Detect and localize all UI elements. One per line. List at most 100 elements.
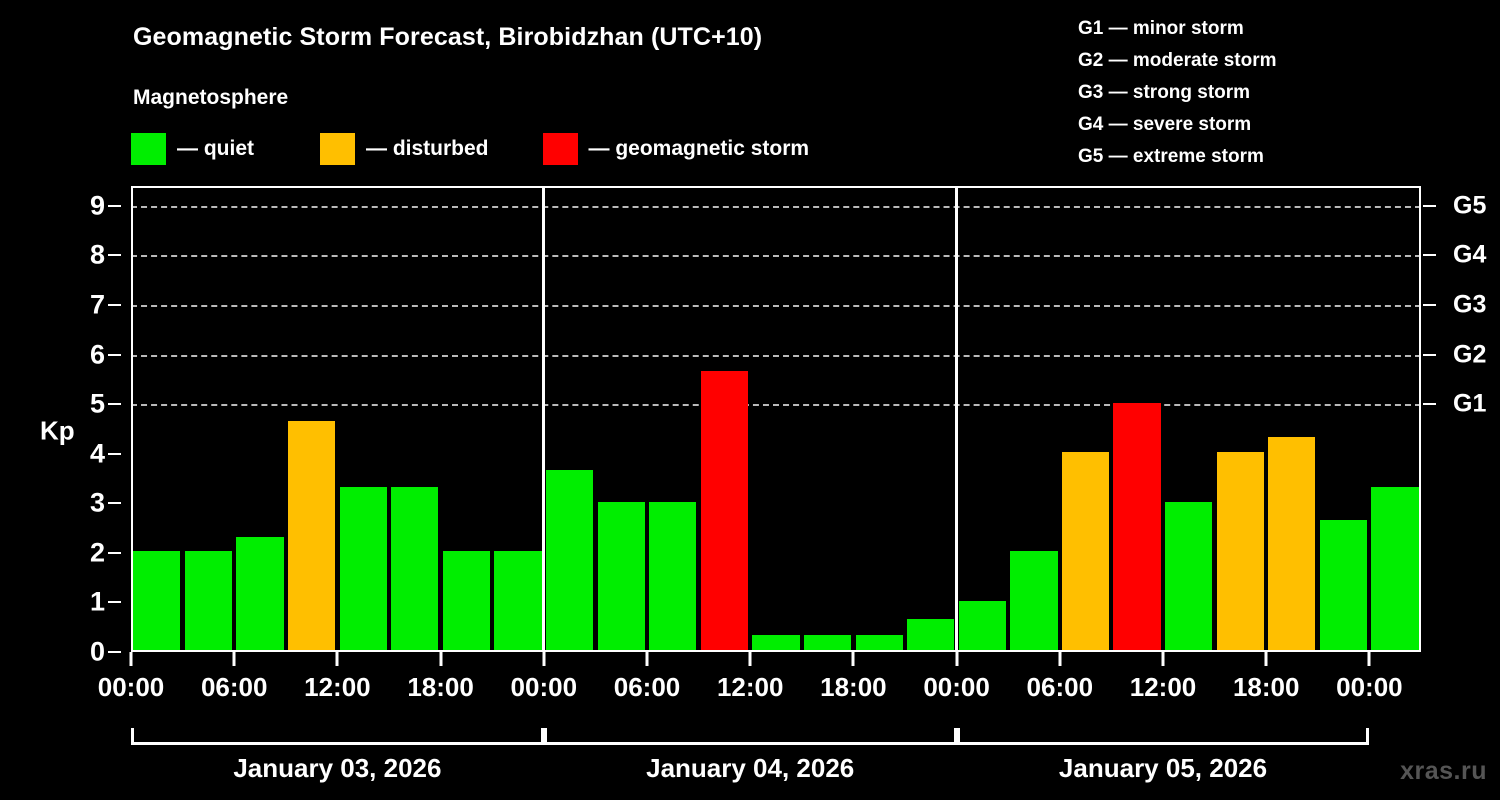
y-axis-tick-label: 6 — [89, 339, 105, 370]
g-scale-tick — [1423, 204, 1436, 207]
day-range-endcap — [953, 728, 957, 745]
bar — [184, 551, 232, 652]
day-label: January 05, 2026 — [1058, 753, 1268, 783]
x-axis-tick — [335, 652, 339, 666]
x-axis-tick — [439, 652, 443, 666]
gridline — [131, 354, 1421, 357]
legend-swatch-disturbed — [320, 133, 355, 165]
x-axis-tick-label: 06:00 — [200, 672, 268, 702]
bar — [752, 634, 800, 652]
bar — [649, 501, 697, 652]
x-axis-tick — [955, 652, 959, 666]
x-axis-tick-label: 00:00 — [1336, 672, 1403, 702]
y-axis-tick-label: 1 — [89, 586, 105, 617]
watermark: xras.ru — [1400, 757, 1487, 785]
y-axis-tick — [108, 651, 121, 653]
y-axis-tick-label: 8 — [89, 239, 105, 270]
storm-scale-row-g3: G3 — strong storm — [1078, 82, 1251, 103]
y-axis-tick — [108, 303, 121, 306]
g-scale-tick-label: G4 — [1453, 240, 1487, 269]
x-axis-tick — [129, 652, 133, 666]
x-axis-tick-label: 18:00 — [820, 672, 887, 702]
g-scale-tick-label: G1 — [1453, 389, 1487, 418]
y-axis-tick — [108, 601, 121, 604]
legend-swatch-storm — [542, 133, 578, 165]
x-axis-tick — [851, 652, 855, 666]
x-axis-tick-label: 12:00 — [716, 672, 784, 702]
legend-item-quiet: — quiet — [131, 133, 254, 165]
bar — [1165, 501, 1213, 652]
g-scale-tick-label: G2 — [1453, 340, 1487, 369]
legend-label-disturbed: — disturbed — [366, 137, 489, 160]
bar — [855, 634, 903, 652]
x-axis-tick-label: 06:00 — [1026, 672, 1094, 702]
x-axis-labels: 00:00 06:00 12:00 18:00 00:00 06:00 12:00 18:00… — [0, 672, 1500, 708]
g-scale-tick-label: G3 — [1453, 290, 1487, 319]
bar — [1216, 452, 1264, 652]
x-axis-tick-label: 18:00 — [407, 672, 474, 702]
y-axis-tick-label: 3 — [89, 487, 105, 518]
day-range-bar — [543, 742, 957, 745]
x-axis-tick — [748, 652, 752, 666]
x-axis-tick — [232, 652, 236, 666]
x-axis-ticks — [129, 652, 1421, 666]
x-axis-tick-label: 00:00 — [97, 672, 165, 702]
x-axis-tick-label: 12:00 — [1129, 672, 1197, 702]
magnetosphere-heading: Magnetosphere — [133, 86, 289, 109]
storm-scale-legend: G1 — minor storm G2 — moderate storm G3 … — [1078, 13, 1277, 173]
g-scale-tick — [1423, 403, 1436, 406]
y-axis-tick-label: 5 — [89, 388, 105, 419]
storm-scale-row-g5: G5 — extreme storm — [1078, 146, 1264, 167]
x-axis-tick-label: 00:00 — [923, 672, 990, 702]
x-axis-tick — [1058, 652, 1062, 666]
bar — [494, 551, 542, 652]
day-separator — [542, 186, 546, 652]
bar — [391, 486, 439, 652]
g-scale-tick — [1423, 254, 1436, 257]
y-axis-tick — [108, 254, 121, 257]
x-axis-tick — [1161, 652, 1165, 666]
y-axis-tick-label: 0 — [89, 636, 105, 667]
x-axis-tick — [542, 652, 546, 666]
day-range-endcap — [956, 728, 960, 745]
bar — [236, 536, 284, 652]
gridline — [131, 404, 1421, 407]
magnetosphere-legend: — quiet — disturbed — geomagnetic storm — [131, 133, 809, 165]
legend-label-quiet: — quiet — [177, 137, 254, 160]
y-axis-tick — [108, 452, 121, 455]
bar — [803, 634, 852, 652]
day-range-bar — [131, 742, 544, 745]
storm-scale-row-g4: G4 — severe storm — [1078, 114, 1252, 135]
bar — [339, 486, 387, 652]
bar — [1268, 437, 1316, 652]
legend-swatch-quiet — [131, 133, 166, 165]
bar — [1319, 519, 1368, 652]
x-axis-tick — [645, 652, 649, 666]
g-scale-axis: G1 G2 G3 G4 G5 — [1421, 0, 1500, 652]
y-axis-tick — [108, 204, 121, 207]
y-axis: 0 1 2 3 4 5 6 7 8 9 — [0, 0, 131, 667]
bar — [1010, 551, 1058, 652]
y-axis-title: Kp — [40, 415, 75, 446]
day-range-bar — [956, 742, 1370, 745]
storm-scale-row-g2: G2 — moderate storm — [1078, 50, 1277, 71]
y-axis-tick — [108, 502, 121, 505]
y-axis-tick — [108, 551, 121, 554]
day-range-endcap — [1366, 728, 1370, 745]
bar — [442, 551, 490, 652]
bar — [958, 600, 1006, 652]
bar-series — [131, 186, 1421, 652]
bar — [700, 370, 748, 652]
bar — [545, 470, 594, 652]
gridline — [131, 304, 1421, 307]
x-axis-tick — [1367, 652, 1371, 666]
gridline — [131, 205, 1421, 208]
bar — [133, 551, 181, 652]
bar — [1371, 486, 1419, 652]
gridline — [131, 255, 1421, 258]
y-axis-tick — [108, 403, 121, 406]
legend-item-disturbed: — disturbed — [320, 133, 489, 165]
x-axis-tick-label: 12:00 — [304, 672, 371, 702]
bar — [287, 420, 336, 652]
x-axis-tick-label: 06:00 — [613, 672, 681, 702]
